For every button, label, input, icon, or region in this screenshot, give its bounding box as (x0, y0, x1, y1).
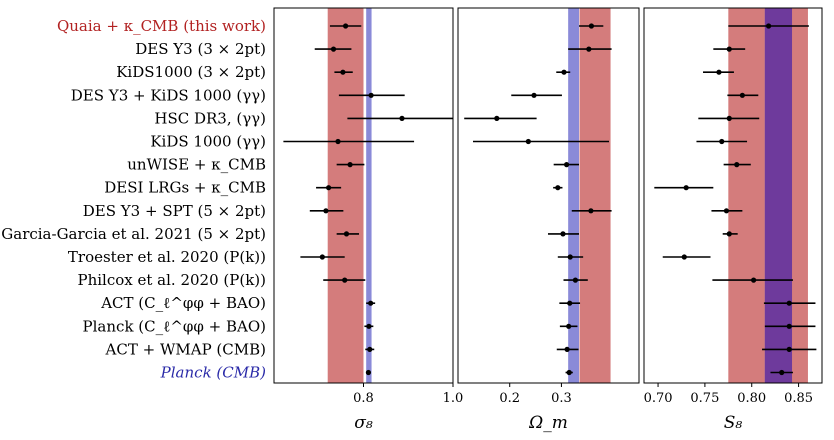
data-point (368, 92, 374, 98)
data-point (786, 346, 792, 352)
data-point (365, 369, 372, 376)
band-overlap (764, 8, 793, 383)
panel-2: 0.2 0.3 Ω_m (457, 7, 640, 433)
data-point (555, 185, 561, 191)
data-point (399, 115, 405, 121)
data-point (347, 162, 353, 168)
data-point (681, 254, 687, 260)
data-point (566, 323, 572, 329)
data-point (779, 369, 785, 376)
data-point (566, 369, 572, 376)
data-point (340, 69, 346, 75)
data-point (766, 23, 772, 29)
data-point (739, 92, 745, 98)
data-point (572, 277, 578, 283)
x-axis-label: Ω_m (528, 413, 568, 433)
data-point (368, 300, 374, 306)
data-point (564, 162, 570, 168)
row-label-hsc-dr3: HSC DR3, (γγ) (154, 109, 266, 127)
data-point (494, 115, 500, 121)
data-point (343, 23, 349, 29)
row-label-act-wmap-cmb: ACT + WMAP (CMB) (105, 340, 266, 358)
row-label-quaia-cmb-this-work: Quaia + κ_CMB (this work) (57, 17, 266, 35)
data-point (786, 323, 792, 329)
data-point (726, 46, 732, 52)
tick-label: 0.80 (737, 391, 766, 406)
data-point (319, 254, 325, 260)
row-label-des-y3-3-2pt: DES Y3 (3 × 2pt) (135, 40, 266, 58)
data-point (567, 254, 573, 260)
tick-label: 0.8 (353, 391, 374, 406)
x-axis-label: σ₈ (354, 413, 373, 433)
data-point (531, 92, 537, 98)
row-label-des-y3-kids-1000: DES Y3 + KiDS 1000 (γγ) (71, 86, 266, 104)
band-planck (366, 8, 372, 383)
tick-label: 0.75 (690, 391, 719, 406)
data-point (343, 231, 350, 237)
row-labels: Quaia + κ_CMB (this work) DES Y3 (3 × 2pt… (1, 17, 266, 382)
tick-label: 0.85 (784, 391, 813, 406)
band-quaia (579, 8, 611, 383)
data-point (525, 138, 531, 145)
panels: 0.8 1.0 σ₈ 0.2 0.3 Ω_m 0.70 0.75 0.80 0.85 S₈ (273, 7, 823, 433)
row-label-garcia-garcia-et-al-2021-5-2pt: Garcia-Garcia et al. 2021 (5 × 2pt) (1, 225, 266, 243)
data-point (366, 323, 372, 329)
panel-frame (457, 7, 640, 384)
data-point (342, 277, 348, 283)
row-label-kids-1000: KiDS 1000 (γγ) (150, 133, 266, 151)
data-point (723, 208, 730, 214)
data-point (330, 46, 337, 52)
row-label-planck-c-bao: Planck (C_ℓ^φφ + BAO) (83, 317, 266, 335)
tick-label: 1.0 (443, 391, 464, 406)
data-point (588, 23, 595, 29)
panel-3: 0.70 0.75 0.80 0.85 S₈ (643, 7, 823, 433)
row-label-des-y3-spt-5-2pt: DES Y3 + SPT (5 × 2pt) (83, 202, 266, 220)
data-point (726, 115, 732, 121)
data-point (335, 138, 341, 145)
panel-frame (643, 7, 823, 384)
data-point (367, 346, 373, 352)
data-point (719, 138, 725, 145)
panel-1: 0.8 1.0 σ₈ (273, 7, 464, 433)
row-label-planck-cmb: Planck (CMB) (160, 364, 266, 382)
data-point (734, 162, 740, 168)
data-point (560, 231, 566, 237)
data-point (751, 277, 757, 283)
tick-label: 0.3 (551, 391, 572, 406)
row-label-act-c-bao: ACT (C_ℓ^φφ + BAO) (100, 294, 266, 312)
data-point (323, 208, 329, 214)
row-label-unwise-cmb: unWISE + κ_CMB (127, 156, 266, 174)
data-point (588, 208, 594, 214)
row-label-troester-et-al-2020-p-k: Troester et al. 2020 (P(k)) (68, 248, 266, 266)
data-point (683, 185, 689, 191)
data-point (561, 69, 567, 75)
row-label-philcox-et-al-2020-p-k: Philcox et al. 2020 (P(k)) (78, 271, 267, 289)
band-planck (568, 8, 580, 383)
data-point (716, 69, 722, 75)
data-point (586, 46, 592, 52)
data-point (567, 300, 573, 306)
row-label-kids1000-3-2pt: KiDS1000 (3 × 2pt) (116, 63, 266, 81)
data-point (564, 346, 570, 352)
data-point (325, 185, 332, 191)
x-axis-label: S₈ (724, 413, 743, 433)
data-point (726, 231, 732, 237)
tick-label: 0.2 (499, 391, 520, 406)
row-label-desi-lrgs-cmb: DESI LRGs + κ_CMB (104, 179, 266, 197)
tick-label: 0.70 (644, 391, 673, 406)
band-quaia (327, 8, 364, 383)
data-point (786, 300, 792, 306)
